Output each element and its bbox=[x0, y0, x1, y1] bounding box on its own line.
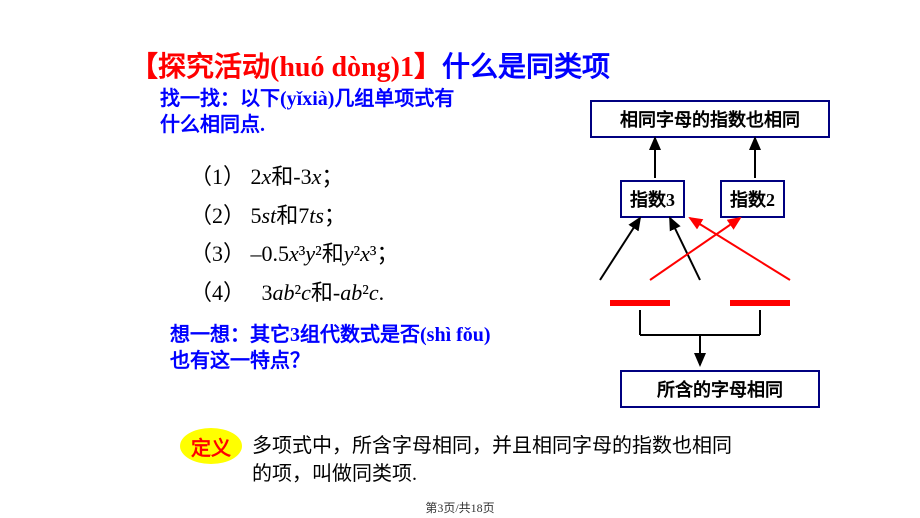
red-bar-1 bbox=[610, 300, 670, 306]
slide-title: 【探究活动(huó dòng)1】什么是同类项 bbox=[130, 50, 900, 86]
definition-badge: 定义 bbox=[180, 428, 242, 464]
title-part2: 什么是同类项 bbox=[442, 52, 610, 83]
diagram-arrows bbox=[560, 100, 870, 400]
box-top: 相同字母的指数也相同 bbox=[590, 100, 830, 138]
title-part1: 【探究活动(huó dòng)1】 bbox=[130, 52, 442, 83]
page-number: 第3页/共18页 bbox=[425, 499, 494, 516]
box-exp3: 指数3 bbox=[620, 180, 685, 218]
definition-row: 定义 多项式中，所含字母相同，并且相同字母的指数也相同的项，叫做同类项. bbox=[180, 432, 742, 488]
find-text: 找一找：以下(yǐxià)几组单项式有什么相同点. bbox=[160, 86, 470, 138]
concept-diagram: 相同字母的指数也相同 指数3 指数2 所含的字母相同 bbox=[560, 100, 870, 400]
think-text: 想一想：其它3组代数式是否(shì fǒu)也有这一特点？ bbox=[170, 322, 500, 374]
red-bar-2 bbox=[730, 300, 790, 306]
box-exp2: 指数2 bbox=[720, 180, 785, 218]
definition-text: 多项式中，所含字母相同，并且相同字母的指数也相同的项，叫做同类项. bbox=[252, 432, 742, 488]
slide: 【探究活动(huó dòng)1】什么是同类项 找一找：以下(yǐxià)几组单… bbox=[0, 0, 920, 518]
box-bottom: 所含的字母相同 bbox=[620, 370, 820, 408]
